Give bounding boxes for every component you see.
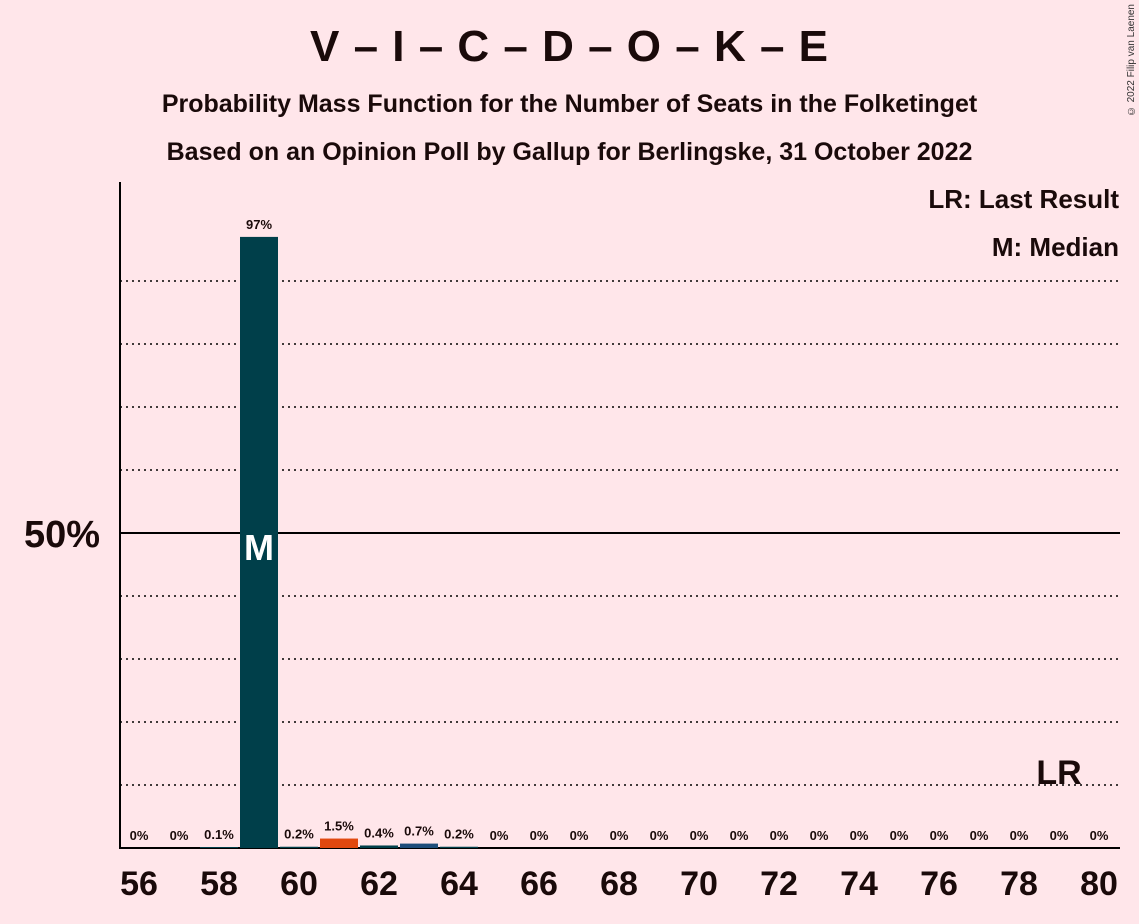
bar-label-78: 0% <box>1010 828 1029 843</box>
x-tick-label-78: 78 <box>1000 865 1038 903</box>
bar-label-79: 0% <box>1050 828 1069 843</box>
x-tick-label-70: 70 <box>680 865 718 903</box>
bar-label-66: 0% <box>530 828 549 843</box>
chart-title: V – I – C – D – O – K – E <box>310 22 829 71</box>
bar-label-59: 97% <box>246 217 272 232</box>
bar-61 <box>320 838 358 848</box>
bar-label-67: 0% <box>570 828 589 843</box>
bar-label-56: 0% <box>130 828 149 843</box>
bar-60 <box>280 846 318 848</box>
x-tick-label-80: 80 <box>1080 865 1118 903</box>
x-tick-label-76: 76 <box>920 865 958 903</box>
bar-63 <box>400 843 438 848</box>
bar-label-58: 0.1% <box>204 827 234 842</box>
x-tick-label-62: 62 <box>360 865 398 903</box>
x-tick-label-64: 64 <box>440 865 478 903</box>
bar-58 <box>200 847 238 848</box>
x-tick-label-68: 68 <box>600 865 638 903</box>
bar-label-68: 0% <box>610 828 629 843</box>
x-tick-label-72: 72 <box>760 865 798 903</box>
bar-label-70: 0% <box>690 828 709 843</box>
bar-label-60: 0.2% <box>284 827 314 842</box>
bar-62 <box>360 845 398 848</box>
bar-label-75: 0% <box>890 828 909 843</box>
chart-subtitle-2: Based on an Opinion Poll by Gallup for B… <box>166 138 973 166</box>
bar-label-65: 0% <box>490 828 509 843</box>
bar-label-61: 1.5% <box>324 819 354 834</box>
legend-median: M: Median <box>991 232 1119 262</box>
bar-64 <box>440 846 478 848</box>
x-tick-label-74: 74 <box>840 865 878 903</box>
bar-label-77: 0% <box>970 828 989 843</box>
median-marker: M <box>244 527 274 568</box>
chart-subtitle: Probability Mass Function for the Number… <box>161 90 978 118</box>
bar-59 <box>240 236 278 848</box>
x-tick-label-58: 58 <box>200 865 238 903</box>
bar-label-74: 0% <box>850 828 869 843</box>
last-result-marker: LR <box>1036 754 1081 792</box>
bar-label-57: 0% <box>170 828 189 843</box>
bar-label-63: 0.7% <box>404 824 434 839</box>
bar-label-64: 0.2% <box>444 827 474 842</box>
bar-label-73: 0% <box>810 828 829 843</box>
bar-label-72: 0% <box>770 828 789 843</box>
x-tick-label-56: 56 <box>120 865 158 903</box>
bar-label-62: 0.4% <box>364 825 394 840</box>
y-tick-label: 50% <box>24 514 100 556</box>
x-tick-label-60: 60 <box>280 865 318 903</box>
bar-label-80: 0% <box>1090 828 1109 843</box>
bar-label-76: 0% <box>930 828 949 843</box>
x-tick-label-66: 66 <box>520 865 558 903</box>
bar-label-71: 0% <box>730 828 749 843</box>
legend-last-result: LR: Last Result <box>928 184 1119 214</box>
bar-label-69: 0% <box>650 828 669 843</box>
